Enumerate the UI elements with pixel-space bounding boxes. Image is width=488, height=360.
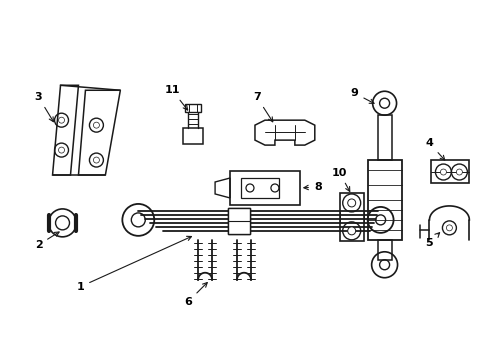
Circle shape: [440, 169, 446, 175]
Bar: [227, 208, 249, 234]
Text: 1: 1: [77, 236, 191, 292]
Bar: [377, 240, 391, 260]
Text: 10: 10: [331, 168, 349, 192]
Bar: [227, 208, 249, 234]
Bar: [367, 160, 401, 240]
Text: 8: 8: [303, 182, 321, 192]
Circle shape: [347, 227, 355, 235]
Bar: [185, 104, 201, 112]
Text: 2: 2: [35, 232, 59, 250]
Text: 4: 4: [425, 138, 444, 160]
Text: 11: 11: [164, 85, 187, 110]
Text: 5: 5: [425, 233, 439, 248]
Bar: [241, 178, 278, 198]
Circle shape: [347, 199, 355, 207]
Bar: [229, 171, 299, 205]
Text: 6: 6: [184, 283, 207, 307]
Circle shape: [455, 169, 462, 175]
Circle shape: [446, 225, 451, 231]
Text: 7: 7: [253, 92, 272, 122]
Bar: [183, 128, 203, 144]
Circle shape: [59, 147, 64, 153]
Text: 9: 9: [350, 88, 373, 103]
Text: 3: 3: [35, 92, 53, 122]
Circle shape: [93, 122, 99, 128]
Bar: [377, 115, 391, 160]
Circle shape: [59, 117, 64, 123]
Circle shape: [93, 157, 99, 163]
